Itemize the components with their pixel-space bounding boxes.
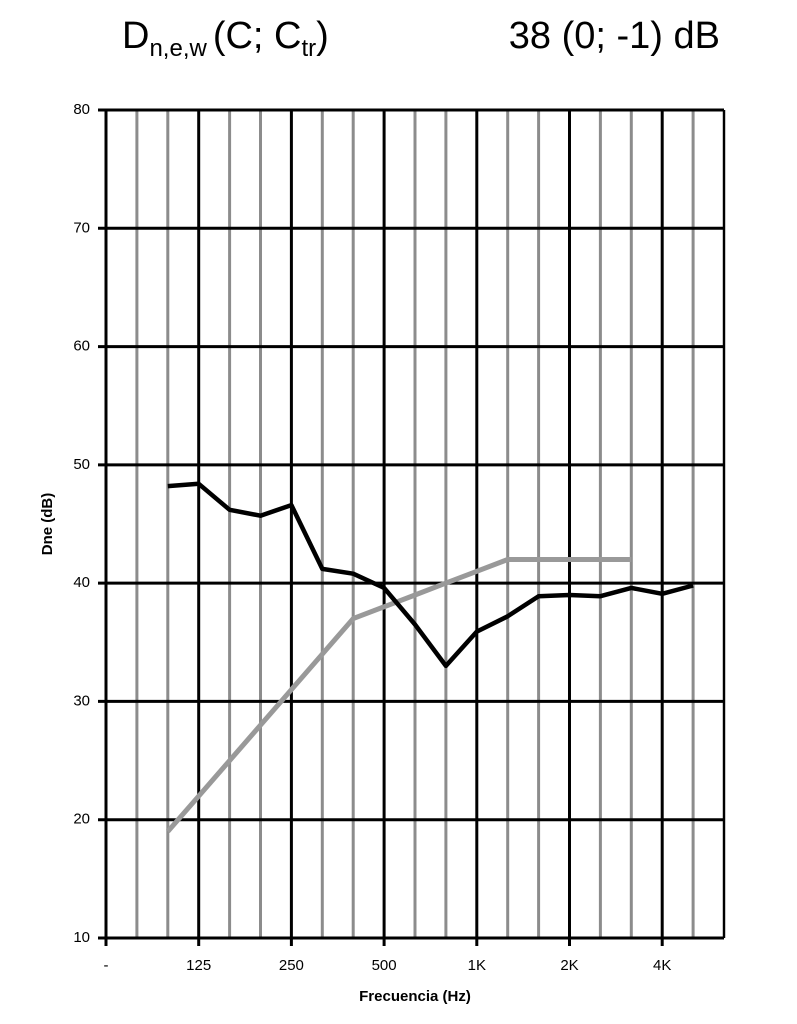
title-part: (C; C (213, 15, 302, 57)
x-tick-label: 1K (468, 957, 486, 974)
y-tick-label: 70 (73, 219, 90, 236)
title-subscript: tr (301, 35, 316, 62)
title-part: ) (316, 15, 329, 57)
y-tick-label: 50 (73, 456, 90, 473)
title-subscript: n,e,w (149, 35, 207, 62)
y-tick-label: 40 (73, 574, 90, 591)
rating: 38 (0; -1) dB (509, 15, 720, 57)
chart-title: Dn,e,w (C; Ctr) (122, 15, 329, 62)
data-line (165, 557, 632, 834)
x-tick-label: 2K (560, 957, 578, 974)
y-tick-label: 20 (73, 811, 90, 828)
x-tick-label: - (104, 957, 109, 974)
y-tick-label: 60 (73, 338, 90, 355)
x-tick-label: 250 (279, 957, 304, 974)
x-tick-label: 4K (653, 957, 671, 974)
data-line (167, 481, 694, 669)
x-tick-label: 500 (372, 957, 397, 974)
y-tick-label: 30 (73, 692, 90, 709)
x-axis-title: Frecuencia (Hz) (359, 988, 471, 1005)
x-tick-label: 125 (186, 957, 211, 974)
y-tick-label: 80 (73, 101, 90, 118)
title-part: D (122, 15, 149, 57)
y-tick-label: 10 (73, 929, 90, 946)
y-axis-title: Dne (dB) (39, 493, 56, 556)
